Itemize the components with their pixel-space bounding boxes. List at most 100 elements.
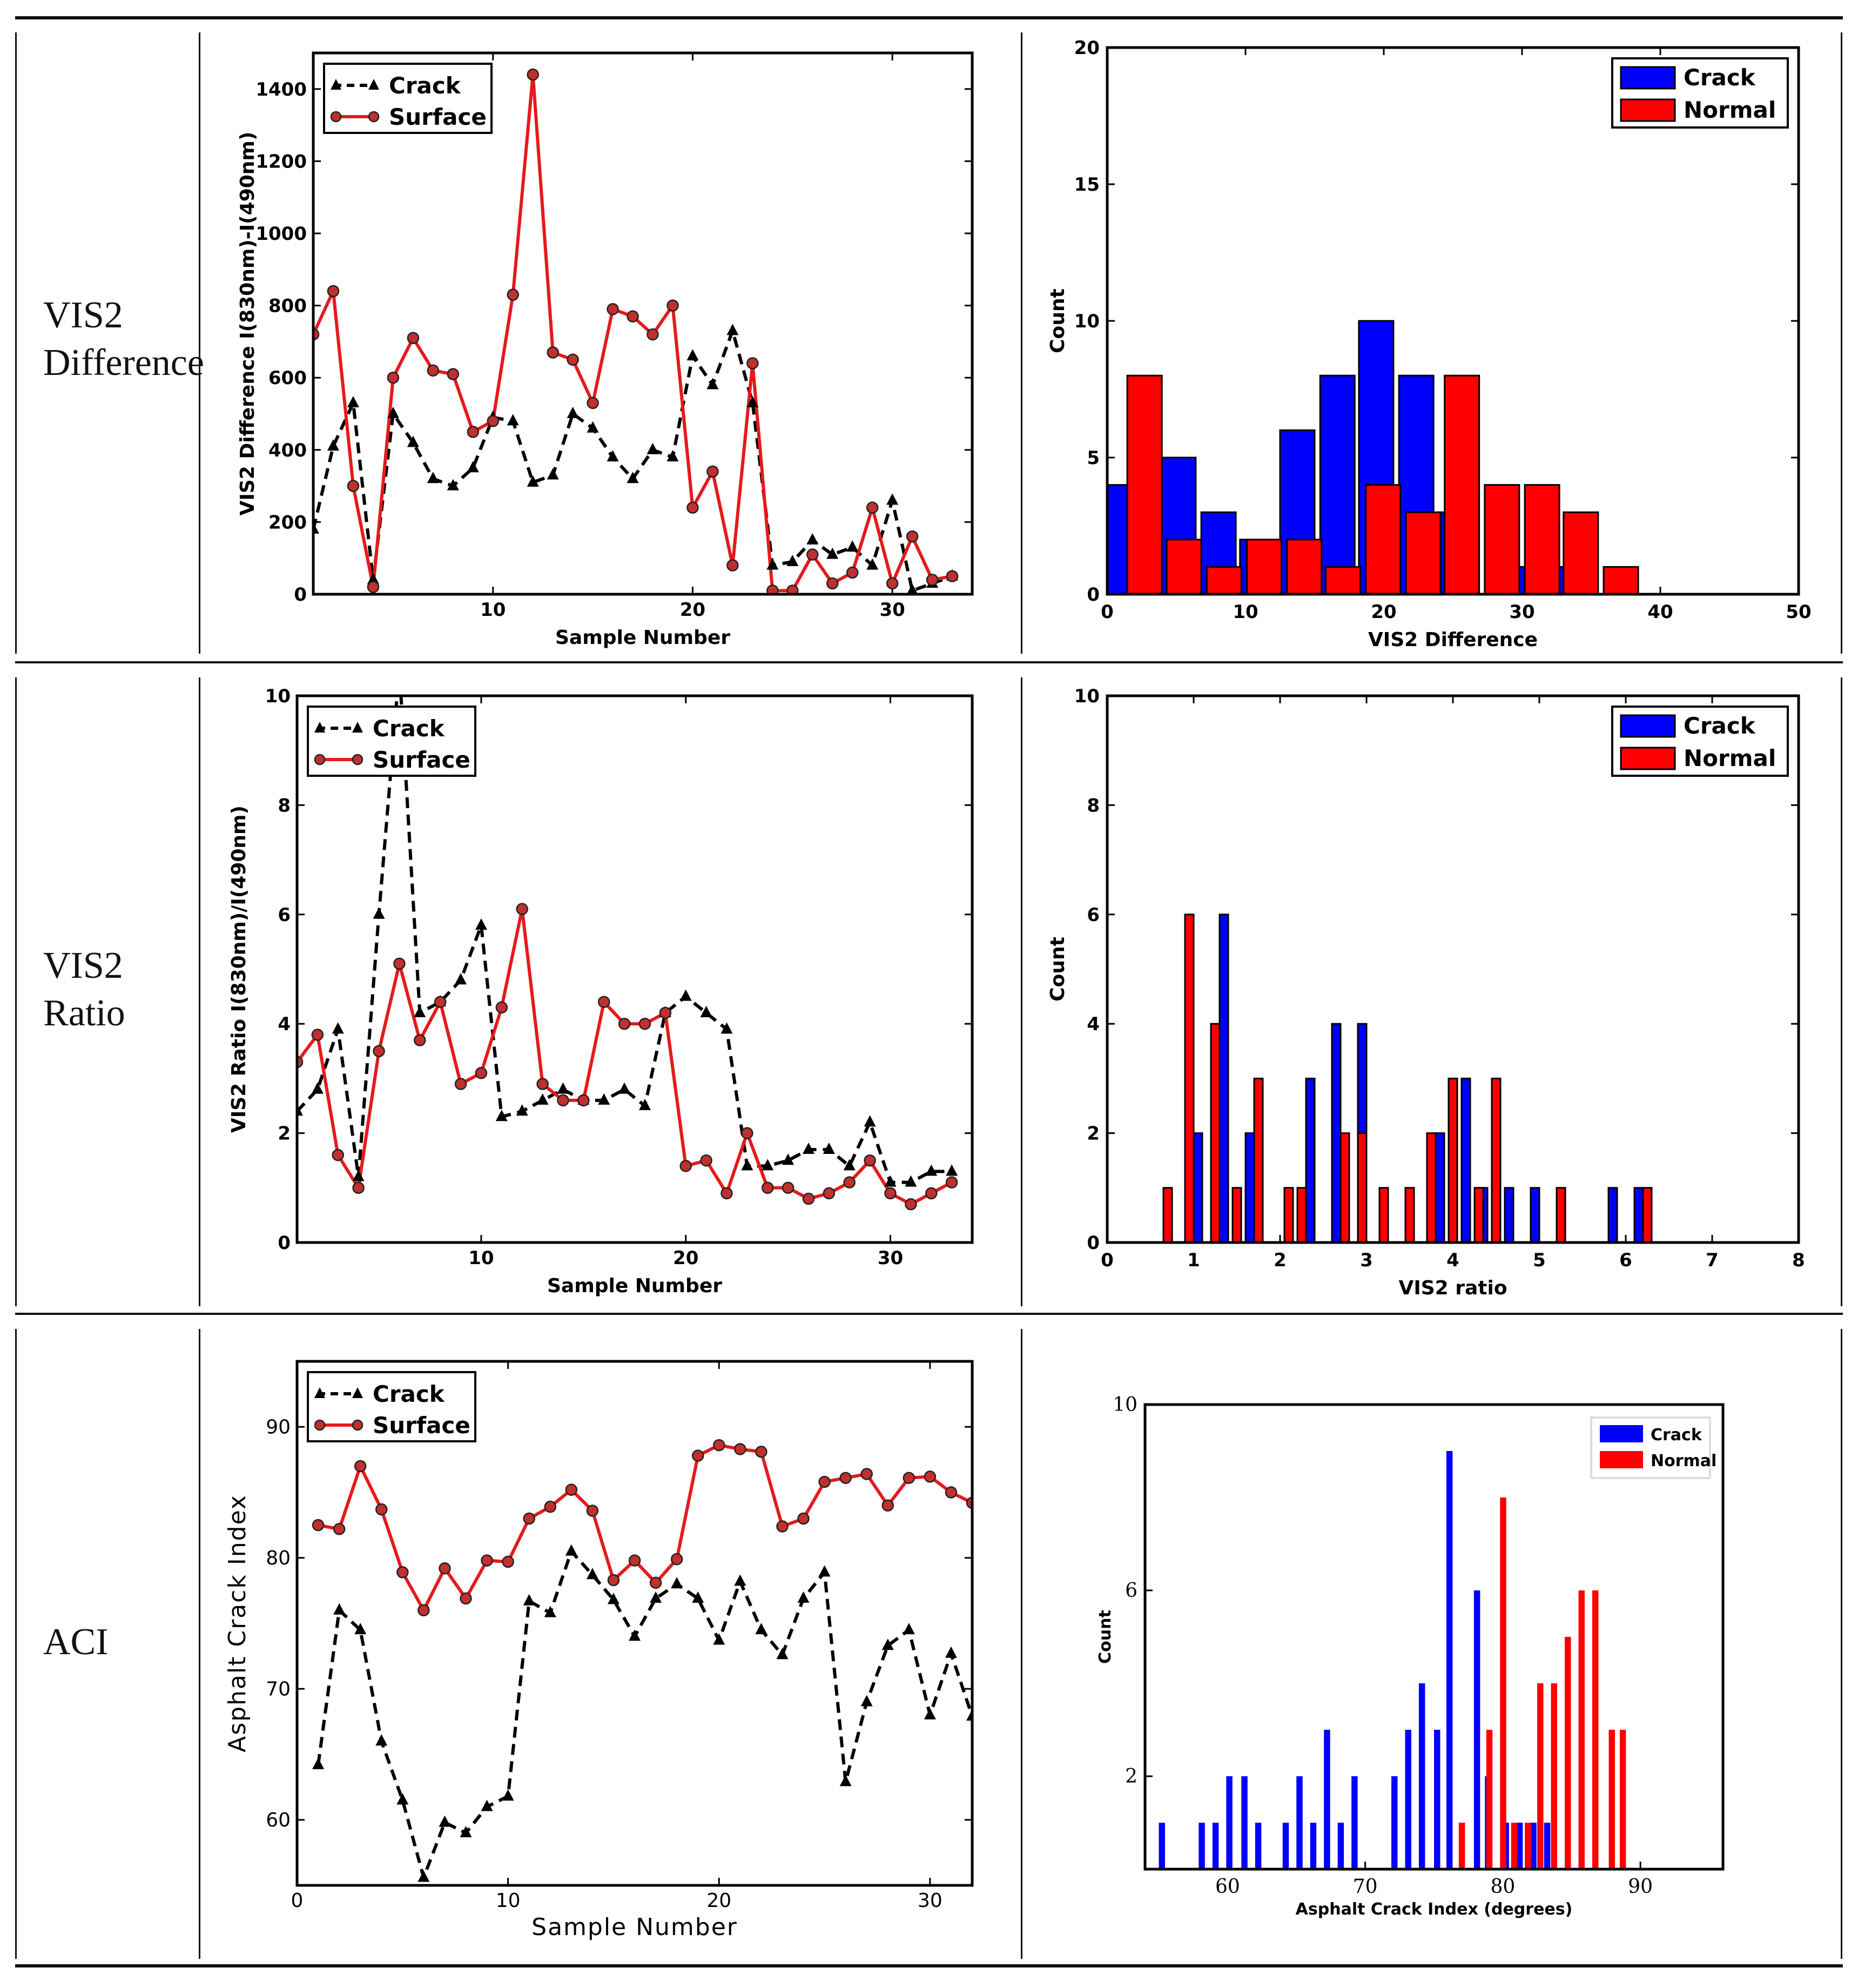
crack-point [407, 435, 419, 447]
surface-point [818, 1475, 831, 1488]
legend-crack-marker [314, 1387, 325, 1398]
table-right-border [1841, 677, 1842, 1306]
surface-point [375, 1503, 388, 1516]
crack-point [924, 1708, 936, 1720]
crack-bar [1255, 1823, 1262, 1869]
normal-bar [1642, 1187, 1653, 1244]
surface-point [447, 368, 460, 380]
surface-point [925, 1187, 938, 1200]
surface-point [427, 364, 440, 377]
crack-point [297, 1104, 303, 1116]
surface-point [721, 1187, 733, 1200]
normal-bar [1444, 374, 1480, 595]
crack-point [396, 1793, 409, 1805]
row-label-line: ACI [43, 1621, 109, 1663]
plot-frame [1106, 694, 1800, 1244]
surface-point [755, 1446, 768, 1458]
row-label-line: Difference [43, 342, 204, 384]
y-tick-label: 2 [1125, 1765, 1137, 1788]
crack-bar [1305, 1077, 1316, 1244]
crack-point [312, 1757, 325, 1769]
crack-point [418, 1870, 430, 1882]
vis2-ratio-histogram: 0 1 2 3 4 5 6 7 8 0 2 4 6 8 10 VIS2 ratio Count Crack Norm… [1042, 686, 1820, 1299]
y-tick-label: 0 [278, 1232, 291, 1254]
row-label-aci: ACI [43, 1618, 109, 1666]
chart-svg: 0 1 2 3 4 5 6 7 8 0 2 4 6 8 10 VIS2 ratio Count Crack Norm… [1047, 686, 1805, 1299]
legend-crack-swatch [1600, 1425, 1643, 1442]
x-tick-label: 20 [1371, 601, 1396, 623]
crack-bar [1633, 1187, 1644, 1244]
crack-point [866, 558, 879, 570]
surface-point [352, 1181, 365, 1194]
surface-point [547, 346, 559, 359]
crack-bar [1219, 914, 1229, 1244]
surface-point [866, 501, 879, 514]
crack-point [502, 1789, 514, 1801]
crack-point [311, 1082, 324, 1094]
y-tick-label: 6 [1087, 904, 1100, 926]
y-tick-label: 600 [268, 367, 307, 389]
y-tick-label: 0 [294, 584, 307, 606]
plot-frame [295, 1360, 974, 1887]
surface-point [387, 371, 400, 384]
chart-svg: 60 70 80 90 2 6 10 Asphalt Crack Index (degrees… [1096, 1394, 1725, 1919]
x-tick-label: 5 [1533, 1250, 1546, 1271]
surface-point [347, 480, 360, 492]
surface-point [700, 1154, 712, 1167]
plot-area [313, 68, 959, 594]
crack-point [905, 1175, 917, 1187]
crack-point [818, 1565, 831, 1577]
surface-point [649, 1576, 662, 1589]
legend-label: Crack [389, 72, 461, 99]
crack-point [671, 1577, 683, 1589]
row-divider-2 [15, 1313, 1843, 1315]
y-tick-label: 10 [1113, 1394, 1137, 1416]
surface-point [659, 1006, 672, 1019]
crack-bar [1337, 1823, 1344, 1869]
y-tick-label: 0 [1087, 1232, 1100, 1254]
crack-point [650, 1591, 662, 1603]
legend-surface-marker [352, 754, 363, 765]
surface-point [367, 581, 380, 593]
legend-surface-marker [314, 1419, 326, 1431]
crack-point [726, 324, 739, 335]
crack-bar [1530, 1187, 1540, 1244]
normal-bar [1448, 1077, 1458, 1244]
crack-point [797, 1591, 810, 1603]
chart-column-divider [1021, 32, 1022, 654]
normal-bar [1184, 914, 1195, 1244]
surface-point [627, 310, 639, 323]
legend-crack-swatch [1620, 66, 1676, 90]
surface-point [766, 585, 779, 594]
surface-point [454, 1078, 467, 1090]
plot-area [312, 1439, 972, 1882]
legend-normal-swatch [1620, 98, 1676, 122]
crack-point [447, 479, 459, 491]
legend-crack-marker [331, 79, 341, 90]
crack-point [557, 1082, 569, 1094]
crack-point [746, 395, 759, 407]
y-tick-label: 1400 [255, 79, 307, 100]
crack-point [906, 583, 918, 594]
surface-point [926, 574, 939, 586]
chart-svg: 0 10 20 30 60 70 80 90 Sample Number Asphalt Crac… [224, 1360, 974, 1941]
legend-crack-swatch [1620, 714, 1676, 738]
surface-point [903, 1472, 915, 1485]
surface-point [945, 1176, 958, 1188]
crack-point [427, 472, 439, 483]
x-tick-label: 70 [1353, 1876, 1378, 1898]
crack-point [455, 973, 467, 985]
crack-point [607, 450, 619, 462]
surface-point [557, 1094, 569, 1107]
crack-point [460, 1826, 472, 1837]
x-tick-label: 10 [496, 1890, 521, 1912]
y-tick-label: 6 [1125, 1580, 1137, 1602]
crack-point [587, 421, 599, 433]
crack-point [507, 414, 519, 426]
crack-point [721, 1022, 733, 1034]
y-axis-label: VIS2 Ratio I(830nm)/I(490nm) [228, 805, 250, 1133]
surface-point [527, 68, 539, 81]
surface-point [706, 465, 719, 478]
x-tick-label: 30 [878, 1247, 903, 1269]
legend-label: Surface [389, 104, 487, 130]
